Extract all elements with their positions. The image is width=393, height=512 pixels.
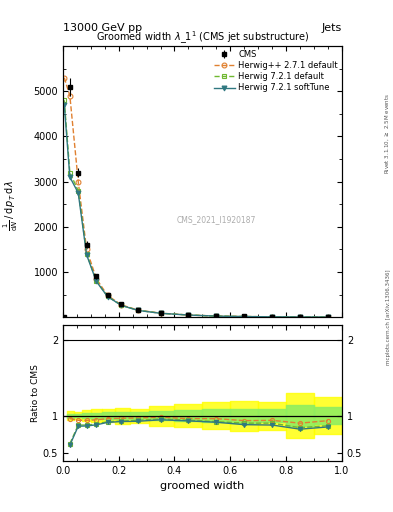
Herwig 7.2.1 softTune (242, 313, 247, 319)
Line: Herwig++ 2.7.1 default: Herwig++ 2.7.1 default (62, 75, 331, 319)
Herwig 7.2.1 default (68, 169, 72, 176)
Text: Jets: Jets (321, 23, 342, 33)
Herwig++ 2.7.1 default (76, 179, 81, 185)
Herwig++ 2.7.1 default (158, 310, 163, 316)
Herwig 7.2.1 default (214, 313, 219, 319)
Herwig 7.2.1 default (270, 314, 275, 320)
Herwig++ 2.7.1 default (186, 312, 191, 318)
Herwig 7.2.1 default (136, 307, 141, 313)
Herwig 7.2.1 softTune (158, 310, 163, 316)
Herwig++ 2.7.1 default (84, 246, 89, 252)
Title: Groomed width $\lambda\_1^1$ (CMS jet substructure): Groomed width $\lambda\_1^1$ (CMS jet su… (95, 30, 309, 46)
Herwig 7.2.1 default (76, 187, 81, 194)
Herwig 7.2.1 softTune (62, 102, 67, 108)
Herwig++ 2.7.1 default (119, 302, 124, 308)
Herwig 7.2.1 default (298, 314, 303, 320)
Herwig++ 2.7.1 default (214, 313, 219, 319)
Text: $\frac{1}{\mathrm{d}N}\,/\,\mathrm{d}\,p_T\,\mathrm{d}\,\lambda$: $\frac{1}{\mathrm{d}N}\,/\,\mathrm{d}\,p… (2, 179, 20, 230)
Herwig 7.2.1 default (186, 312, 191, 318)
Herwig 7.2.1 default (158, 310, 163, 316)
Herwig 7.2.1 softTune (68, 174, 72, 180)
Text: CMS_2021_I1920187: CMS_2021_I1920187 (177, 215, 256, 224)
Herwig 7.2.1 default (84, 251, 89, 257)
Herwig 7.2.1 softTune (94, 279, 99, 285)
Herwig++ 2.7.1 default (68, 93, 72, 99)
Text: mcplots.cern.ch [arXiv:1306.3436]: mcplots.cern.ch [arXiv:1306.3436] (386, 270, 391, 365)
Herwig 7.2.1 softTune (214, 313, 219, 319)
Herwig 7.2.1 softTune (84, 252, 89, 258)
Herwig 7.2.1 default (326, 314, 331, 320)
Herwig++ 2.7.1 default (62, 75, 67, 81)
Herwig++ 2.7.1 default (242, 313, 247, 319)
Herwig 7.2.1 softTune (298, 314, 303, 320)
Herwig 7.2.1 softTune (119, 303, 124, 309)
X-axis label: groomed width: groomed width (160, 481, 244, 491)
Herwig++ 2.7.1 default (105, 292, 110, 298)
Herwig 7.2.1 softTune (186, 312, 191, 318)
Line: Herwig 7.2.1 default: Herwig 7.2.1 default (62, 98, 331, 319)
Legend: CMS, Herwig++ 2.7.1 default, Herwig 7.2.1 default, Herwig 7.2.1 softTune: CMS, Herwig++ 2.7.1 default, Herwig 7.2.… (212, 49, 340, 94)
Text: Rivet 3.1.10, $\geq$ 2.5M events: Rivet 3.1.10, $\geq$ 2.5M events (384, 93, 391, 174)
Herwig 7.2.1 softTune (326, 314, 331, 320)
Herwig 7.2.1 softTune (105, 293, 110, 300)
Herwig++ 2.7.1 default (326, 314, 331, 320)
Herwig++ 2.7.1 default (136, 307, 141, 313)
Line: Herwig 7.2.1 softTune: Herwig 7.2.1 softTune (62, 102, 331, 319)
Herwig 7.2.1 default (119, 302, 124, 308)
Herwig++ 2.7.1 default (270, 314, 275, 320)
Text: 13000 GeV pp: 13000 GeV pp (63, 23, 142, 33)
Y-axis label: Ratio to CMS: Ratio to CMS (31, 364, 40, 422)
Herwig 7.2.1 default (62, 97, 67, 103)
Herwig++ 2.7.1 default (298, 314, 303, 320)
Herwig 7.2.1 default (94, 278, 99, 284)
Herwig 7.2.1 default (242, 313, 247, 319)
Herwig 7.2.1 default (105, 293, 110, 300)
Herwig 7.2.1 softTune (136, 307, 141, 313)
Herwig++ 2.7.1 default (94, 275, 99, 282)
Herwig 7.2.1 softTune (76, 190, 81, 196)
Herwig 7.2.1 softTune (270, 314, 275, 320)
